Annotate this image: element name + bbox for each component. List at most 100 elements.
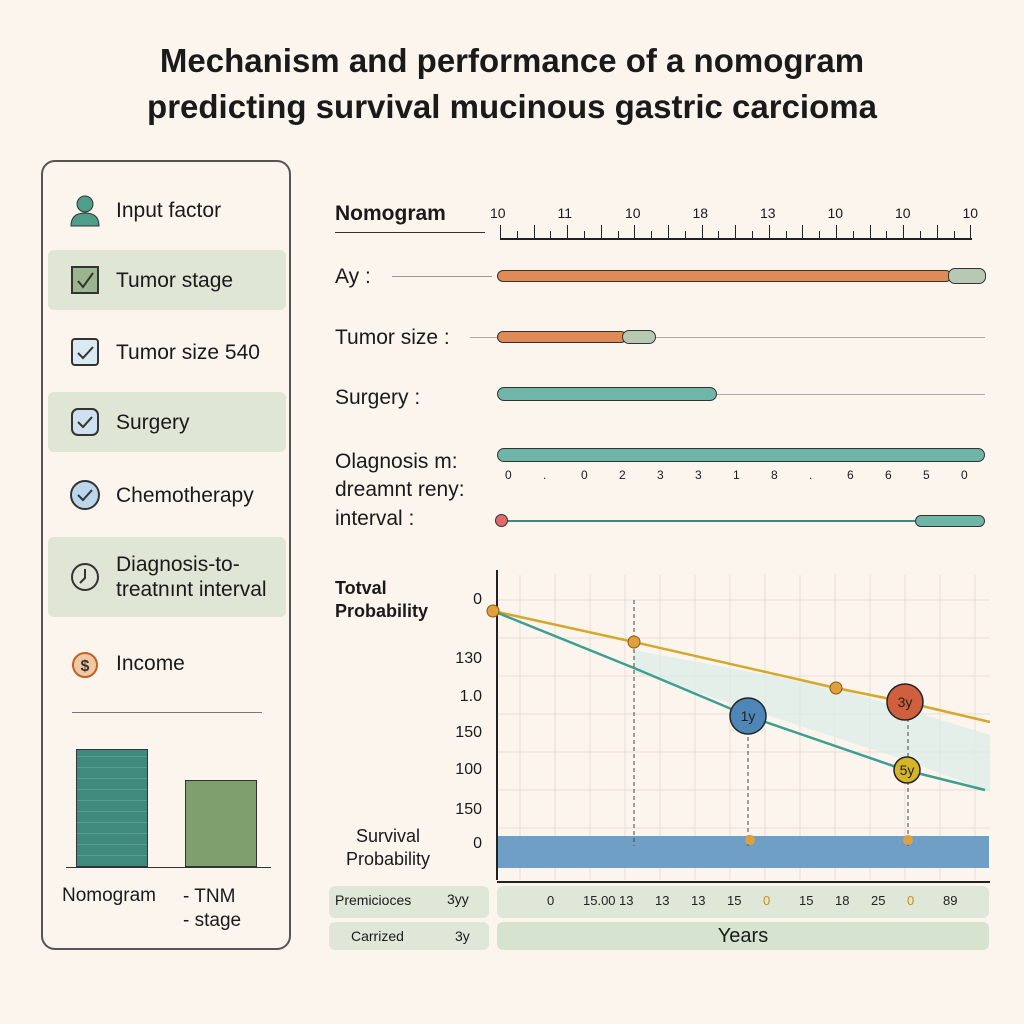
y-tick-label: 1.0: [459, 688, 482, 705]
row-label-tumor-size: Tumor size :: [335, 326, 450, 349]
points-scale-axis: [500, 238, 972, 240]
nomogram-bar: [76, 749, 148, 867]
tumor-size-slider-handle[interactable]: [622, 330, 656, 344]
scale-tick: [802, 225, 804, 238]
y-tick-label: 130: [455, 650, 482, 667]
marker-label: 1y: [741, 708, 756, 724]
diag-tick-label: 3: [657, 468, 664, 482]
survival-band: [497, 836, 989, 868]
page-title: Mechanism and performance of a nomogram …: [147, 42, 877, 125]
interval-bar: [915, 515, 985, 527]
scale-tick: [970, 225, 972, 238]
sidebar-item-tumor-stage[interactable]: Tumor stage: [48, 250, 286, 310]
row-label-surgery: Surgery :: [335, 386, 421, 409]
data-point: [627, 635, 641, 649]
marker-3y: [886, 683, 924, 721]
legend-row-1: Premicioces 3yy: [329, 886, 489, 918]
scale-tick: [584, 231, 585, 238]
scale-tick: [936, 225, 938, 238]
sidebar-item-interval[interactable]: Diagnosis-to-treatnınt interval: [48, 537, 286, 617]
marker-label: 5y: [900, 762, 915, 778]
legend-label: Premicioces: [335, 892, 412, 908]
y-tick-label: 0: [473, 591, 482, 608]
svg-text:$: $: [81, 658, 90, 675]
x-axis-tick-box: 0 15.00 13 13 13 15 0 15 18 25 0 89: [497, 886, 989, 918]
scale-tick-label: 10: [827, 205, 844, 221]
interval-axis: [500, 520, 920, 522]
bar-baseline: [66, 867, 271, 868]
sidebar-item-chemotherapy[interactable]: Chemotherapy: [48, 465, 286, 525]
diag-tick-label: 5: [923, 468, 930, 482]
scale-tick: [634, 225, 636, 238]
scale-tick-label: 10: [490, 205, 506, 221]
scale-tick: [785, 231, 787, 238]
leader-line: [470, 337, 985, 338]
x-axis-label: Years: [497, 922, 989, 950]
nomogram-bar-label: Nomogram: [62, 885, 156, 906]
scale-tick: [718, 231, 720, 238]
scale-tick: [500, 225, 501, 238]
survival-probability-label: Survival Probability: [345, 826, 431, 869]
scale-tick: [701, 225, 703, 238]
scale-tick-label: 10: [895, 205, 911, 221]
scale-tick: [768, 225, 770, 238]
diag-tick-label: 0: [961, 468, 968, 482]
data-point: [486, 604, 500, 618]
diag-tick-label: .: [809, 468, 813, 482]
x-tick-label: 15.00: [583, 893, 616, 908]
tnm-bar-label: - TNM - stage: [183, 886, 242, 931]
sidebar-item-tumor-size[interactable]: Tumor size 540: [48, 322, 286, 382]
input-factor-panel: [41, 160, 291, 950]
money-bag-icon: $: [68, 646, 102, 680]
data-point: [745, 835, 755, 845]
leader-line: [497, 394, 985, 395]
scale-tick: [953, 231, 955, 238]
legend-label: Carrized: [351, 928, 404, 944]
scale-tick: [752, 231, 753, 238]
data-point: [903, 835, 913, 845]
checkbox-icon: [68, 335, 102, 369]
checkbox-icon: [68, 405, 102, 439]
row-label-interval: interval :: [335, 507, 415, 530]
scale-tick: [600, 225, 602, 238]
scale-tick: [819, 231, 821, 238]
scale-tick: [903, 225, 905, 238]
scale-tick: [617, 231, 619, 238]
diagnosis-bar: [497, 448, 985, 462]
tnm-stage-bar: [185, 780, 257, 867]
sidebar-item-surgery[interactable]: Surgery: [48, 392, 286, 452]
confidence-band: [634, 650, 990, 792]
diag-tick-label: 1: [733, 468, 740, 482]
diag-tick-label: 2: [619, 468, 626, 482]
legend-row-2: Carrized 3y: [329, 922, 489, 950]
age-slider-handle[interactable]: [948, 268, 986, 284]
points-scale-ticks: 10 11 10 18 13 10 10 10: [490, 205, 990, 238]
diag-tick-label: 6: [847, 468, 854, 482]
diag-tick-label: 0: [581, 468, 588, 482]
diag-tick-label: .: [543, 468, 547, 482]
scale-tick: [533, 225, 535, 238]
tumor-size-bar: [497, 331, 627, 343]
row-label-treatment: dreamnt reny:: [335, 478, 465, 501]
interval-start-handle[interactable]: [495, 514, 508, 527]
age-bar: [497, 270, 952, 282]
x-tick-label: 13: [691, 893, 706, 908]
scale-tick: [550, 231, 552, 238]
checkbox-icon: [68, 263, 102, 297]
legend-value: 3y: [455, 928, 470, 944]
x-tick-label: 13: [619, 893, 634, 908]
scale-tick: [852, 231, 854, 238]
scale-tick: [651, 231, 653, 238]
marker-label: 3y: [898, 694, 913, 710]
x-tick-label: 15: [727, 893, 742, 908]
y-tick-label: 100: [455, 761, 482, 778]
scale-tick: [869, 225, 871, 238]
nomogram-title: Nomogram: [335, 202, 446, 225]
scale-tick-label: 18: [692, 205, 709, 221]
diagnosis-ticks: 0. 0 2 3 3 1 8. 6 6 5 0: [497, 462, 985, 486]
survival-chart: 1y 3y 5y: [486, 570, 991, 883]
surgery-bar: [497, 387, 717, 401]
x-tick-label: 18: [835, 893, 850, 908]
sidebar-item-input-factor: Input factor: [48, 180, 286, 240]
scale-tick: [516, 231, 518, 238]
